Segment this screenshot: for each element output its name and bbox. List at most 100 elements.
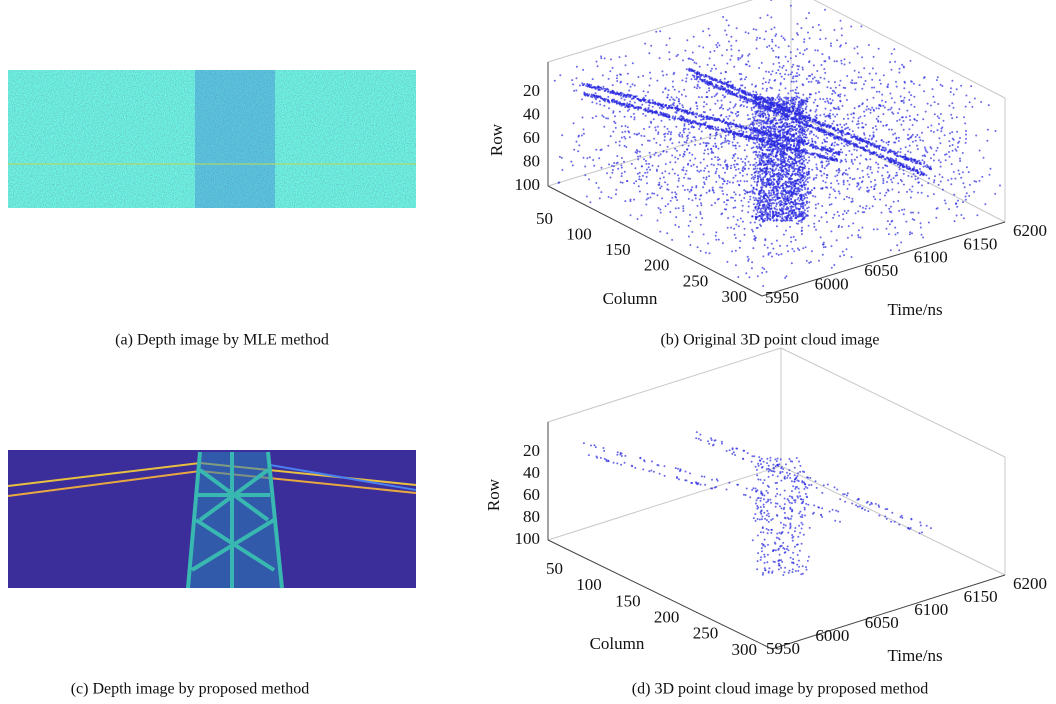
point [890, 157, 892, 159]
point [899, 68, 901, 70]
point [834, 175, 836, 177]
point [780, 253, 782, 255]
point [862, 211, 864, 213]
point [682, 59, 684, 61]
point [579, 85, 581, 87]
point [648, 126, 650, 128]
point [755, 213, 757, 215]
point [690, 58, 692, 60]
point [882, 125, 884, 127]
point [813, 187, 815, 189]
point [622, 182, 624, 184]
point [864, 150, 866, 152]
point [693, 76, 695, 78]
point [831, 203, 833, 205]
point [591, 96, 593, 98]
point [860, 25, 862, 27]
point [815, 109, 817, 111]
point [570, 161, 572, 163]
point [607, 145, 609, 147]
point [819, 38, 821, 40]
point [788, 100, 790, 102]
point [784, 277, 786, 279]
point [821, 165, 823, 167]
point [733, 123, 735, 125]
point [724, 172, 726, 174]
point [836, 174, 838, 176]
point [728, 134, 730, 136]
point [624, 138, 626, 140]
point [963, 217, 965, 219]
point [603, 126, 605, 128]
point [896, 152, 898, 154]
point [859, 142, 861, 144]
point [852, 130, 854, 132]
point [612, 91, 614, 93]
point [825, 38, 827, 40]
point [811, 143, 813, 145]
point [688, 58, 690, 60]
point [646, 169, 648, 171]
point [720, 136, 722, 138]
point [720, 129, 722, 131]
point [802, 53, 804, 55]
point [981, 176, 983, 178]
point [829, 117, 831, 119]
point [683, 177, 685, 179]
point [633, 105, 635, 107]
point [956, 206, 958, 208]
point [847, 114, 849, 116]
point [847, 237, 849, 239]
point [903, 129, 905, 131]
point [740, 180, 742, 182]
point [748, 32, 750, 34]
point [807, 117, 809, 119]
point [735, 175, 737, 177]
point [842, 218, 844, 220]
point [733, 119, 735, 121]
point [754, 175, 756, 177]
point [850, 113, 852, 115]
point [859, 163, 861, 165]
point [824, 9, 826, 11]
point [850, 82, 852, 84]
point [767, 111, 769, 113]
point [744, 162, 746, 164]
point [751, 83, 753, 85]
point [853, 117, 855, 119]
point [650, 121, 652, 123]
point [857, 210, 859, 212]
point [792, 90, 794, 92]
point [803, 38, 805, 40]
point [832, 114, 834, 116]
point [730, 165, 732, 167]
point [959, 160, 961, 162]
point [934, 101, 936, 103]
point [693, 62, 695, 64]
point [731, 55, 733, 57]
point [690, 165, 692, 167]
point [653, 193, 655, 195]
point [833, 152, 835, 154]
point [599, 96, 601, 98]
point [815, 177, 817, 179]
point [851, 153, 853, 155]
point [720, 82, 722, 84]
point [660, 153, 662, 155]
box-edge [791, 0, 1005, 98]
point [739, 87, 741, 89]
point [756, 130, 758, 132]
point [726, 19, 728, 21]
point [884, 150, 886, 152]
point [620, 97, 622, 99]
point [865, 124, 867, 126]
point [847, 180, 849, 182]
point [841, 126, 843, 128]
point [611, 165, 613, 167]
point [703, 101, 705, 103]
point [880, 83, 882, 85]
point [668, 115, 670, 117]
point [904, 82, 906, 84]
point [762, 83, 764, 85]
point [876, 228, 878, 230]
